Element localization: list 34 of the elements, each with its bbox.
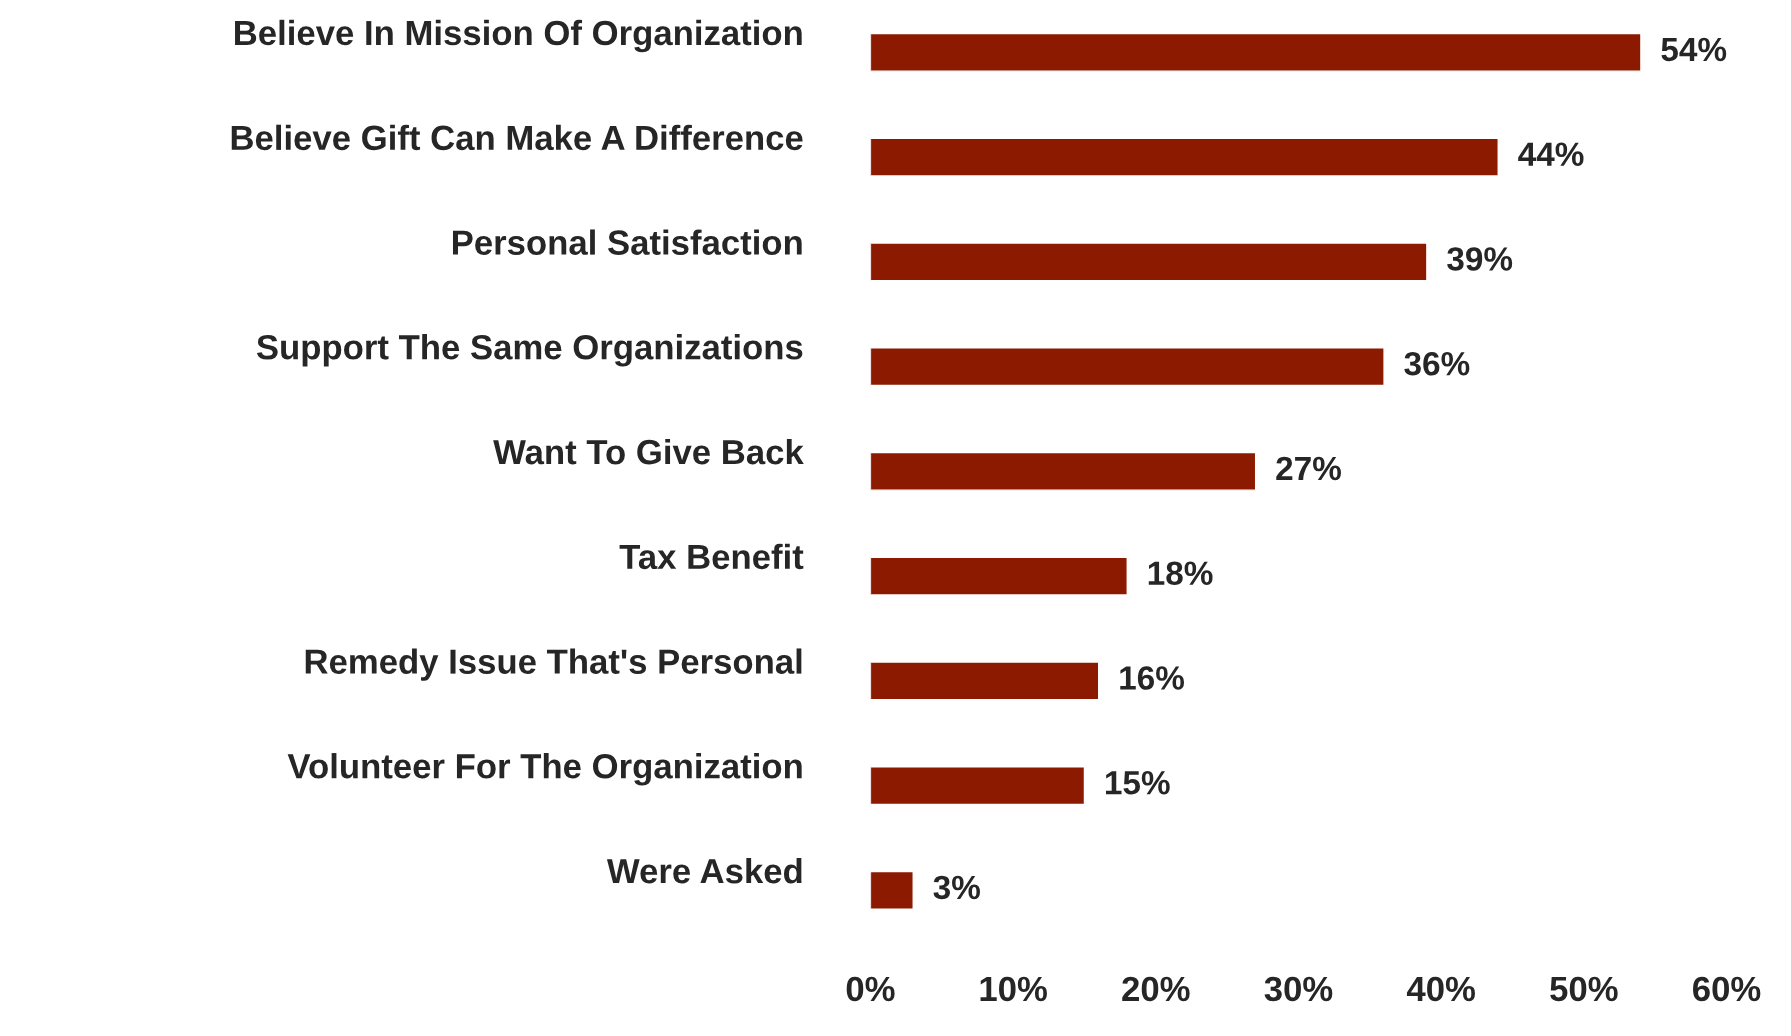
y-tick-label: Believe Gift Can Make A Difference: [231, 124, 803, 151]
x-tick-label: 30%: [1264, 976, 1333, 1002]
bar: [870, 347, 1385, 387]
data-label: 15%: [1105, 771, 1170, 795]
y-tick-label: Personal Satisfaction: [452, 229, 802, 255]
y-tick-label: Remedy Issue That's Personal: [305, 648, 802, 681]
data-label: 18%: [1148, 561, 1213, 586]
y-tick-label: Were Asked: [606, 857, 802, 884]
bar: [870, 242, 1428, 282]
bar: [870, 766, 1086, 806]
data-label: 44%: [1518, 142, 1584, 166]
x-tick-label: 60%: [1693, 976, 1761, 1002]
bar: [870, 870, 914, 910]
data-label: 27%: [1276, 456, 1341, 481]
bar: [870, 661, 1100, 701]
x-tick-label: 20%: [1122, 976, 1190, 1002]
bar: [870, 556, 1128, 596]
x-tick-label: 40%: [1406, 976, 1475, 1002]
x-tick-label: 10%: [980, 976, 1047, 1002]
data-label: 39%: [1447, 247, 1513, 271]
bar: [870, 32, 1642, 72]
data-label: 54%: [1661, 37, 1727, 62]
bar: [870, 451, 1257, 491]
y-tick-label: Support The Same Organizations: [256, 334, 803, 367]
data-label: 16%: [1120, 666, 1184, 690]
x-tick-label: 50%: [1550, 976, 1618, 1002]
data-label: 36%: [1404, 351, 1470, 376]
x-tick-label: 0%: [846, 976, 895, 1002]
y-tick-label: Believe In Mission Of Organization: [235, 19, 802, 53]
bar: [870, 137, 1499, 177]
y-tick-label: Want To Give Back: [493, 438, 804, 465]
y-tick-label: Tax Benefit: [619, 543, 804, 570]
data-label: 3%: [933, 875, 980, 900]
y-tick-label: Volunteer For The Organization: [287, 753, 802, 786]
